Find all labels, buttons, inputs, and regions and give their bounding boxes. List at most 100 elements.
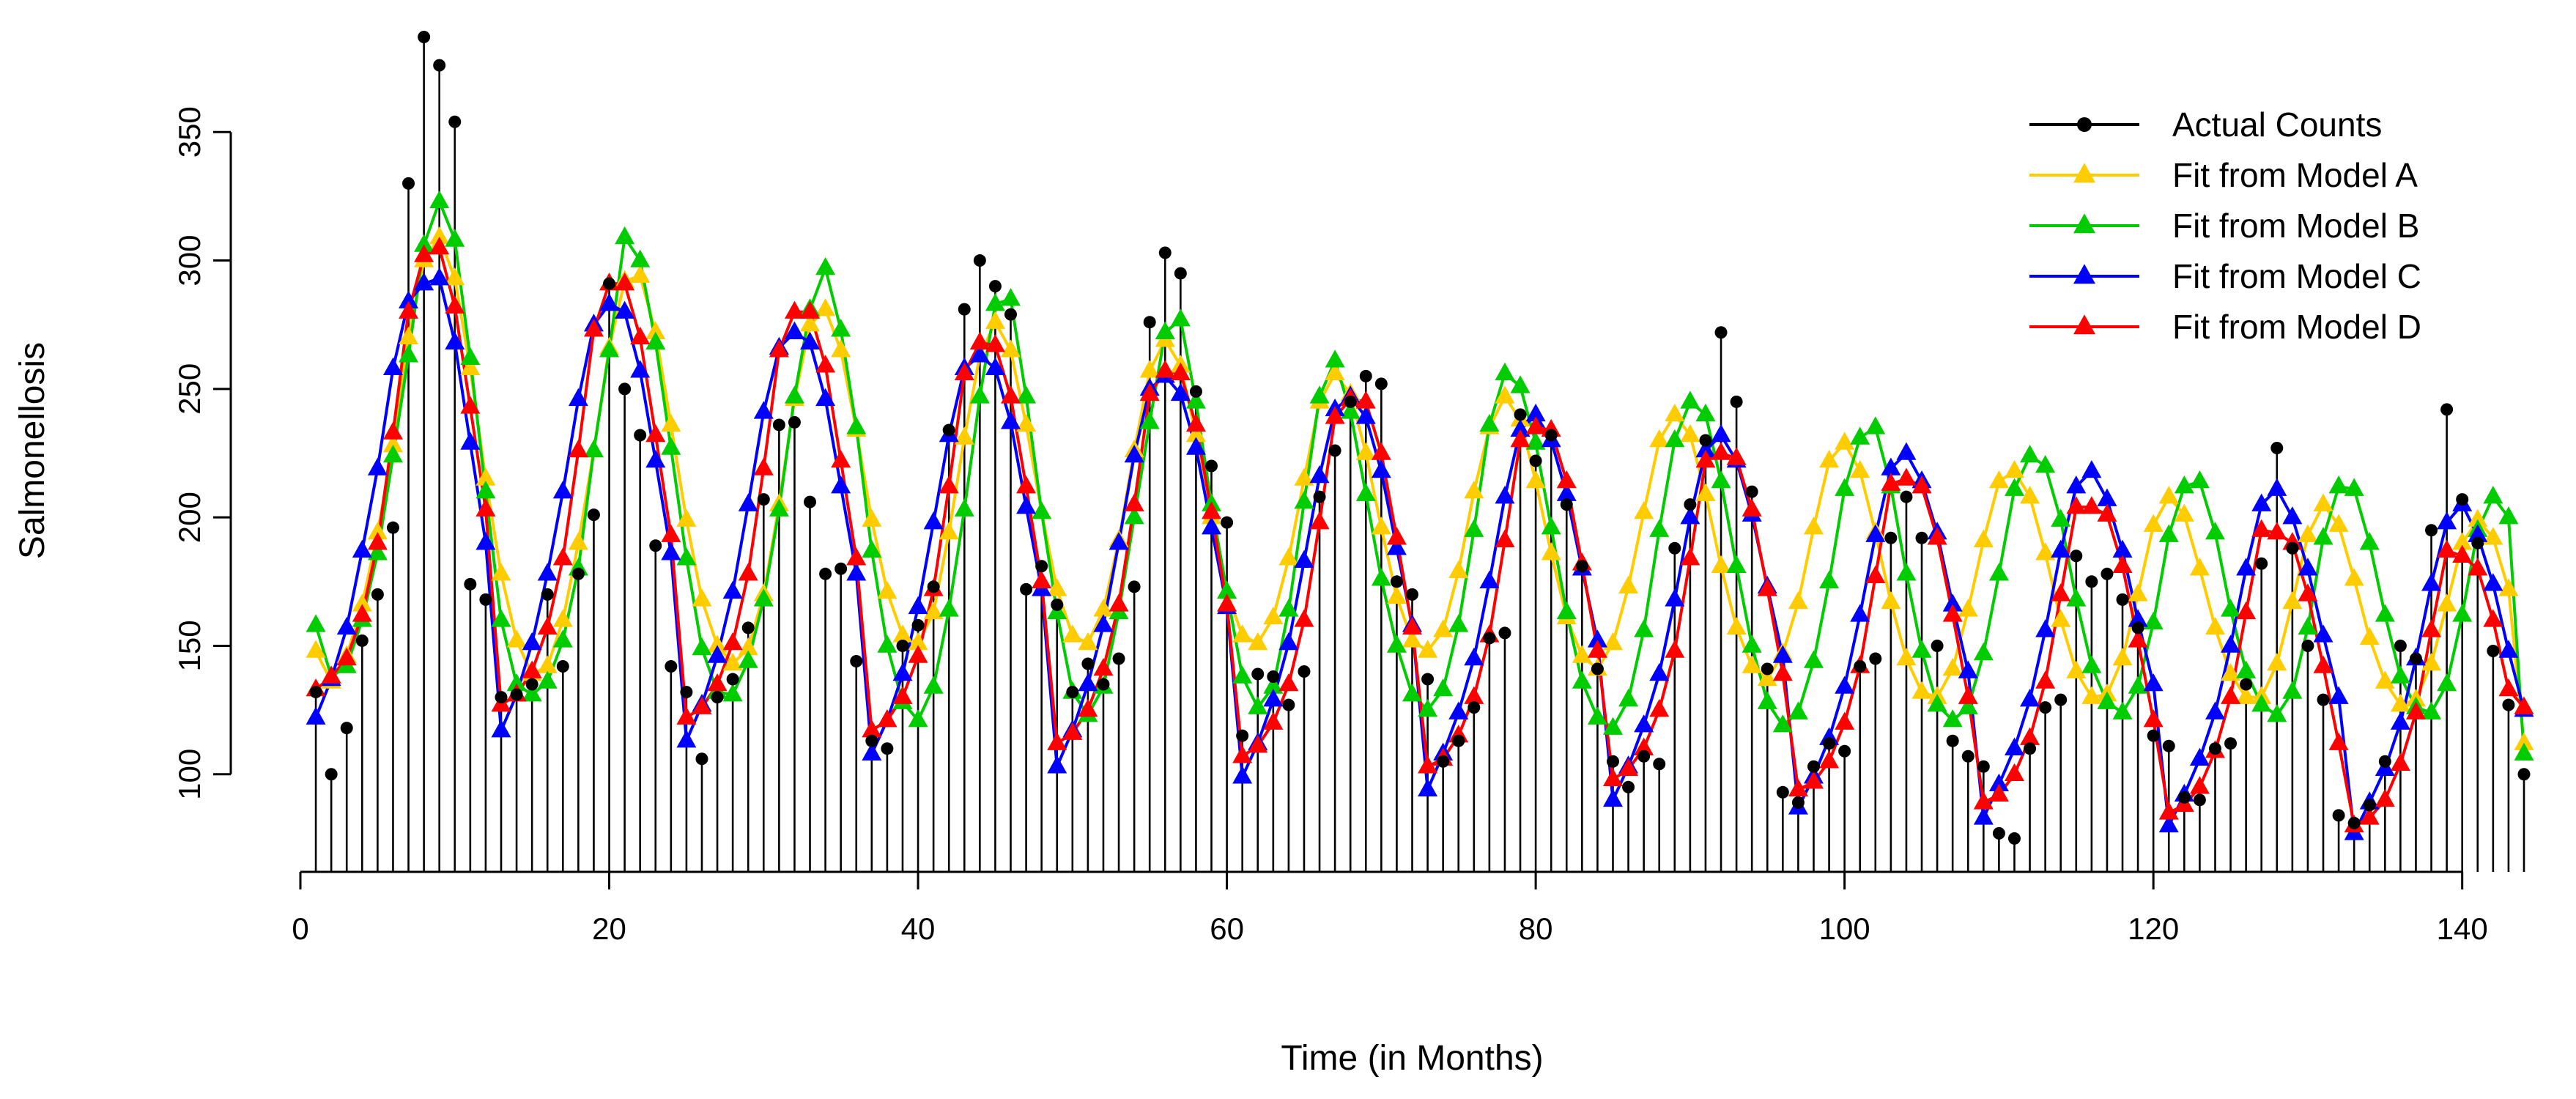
fit-point [985,334,1005,352]
fit-point [846,563,867,581]
actual-count-point [881,742,894,755]
fit-point [1587,629,1607,648]
fit-point [1525,403,1546,422]
fit-point [2112,555,2133,574]
actual-count-point [772,418,785,432]
fit-point [382,444,403,463]
actual-count-point [2409,652,2422,665]
fit-point [1634,737,1654,755]
fit-point [2421,652,2442,671]
fit-point [815,355,836,373]
fit-point [1772,714,1793,733]
actual-count-point [479,593,492,606]
actual-count-point [958,303,971,316]
fit-point [1695,449,1716,468]
fit-point [1742,655,1762,673]
fit-point [1248,632,1268,651]
actual-count-point [1884,531,1898,544]
fit-point [1325,362,1345,381]
fit-point [1896,467,1917,486]
actual-count-point [1158,246,1172,259]
fit-point [414,244,434,262]
fit-point [1587,706,1607,725]
fit-point [1742,498,1762,517]
fit-point [2390,711,2410,730]
fit-point [1634,619,1654,637]
fit-point [1418,755,1438,774]
fit-point [1047,578,1067,596]
fit-point [2298,524,2318,542]
fit-point [2468,524,2488,542]
fit-point [2267,478,2287,496]
fit-point [460,347,481,366]
fit-point [2421,573,2442,591]
fit-point [552,609,573,627]
fit-point [1988,783,2009,802]
fit-point [2004,737,2024,755]
fit-point [2112,701,2133,719]
fit-point [753,401,774,419]
actual-count-point [1066,686,1079,699]
fit-point [1263,676,1284,694]
actual-count-point [1081,657,1095,670]
fit-point [692,637,712,656]
fit-point [2405,701,2426,719]
fit-point [2498,578,2519,596]
fit-point [2128,629,2148,648]
fit-point [2437,539,2457,558]
fit-point [2035,454,2056,473]
actual-count-point [927,580,940,593]
fit-point [753,588,774,607]
actual-count-point [1020,582,1033,596]
fit-point [2189,747,2210,766]
fit-point [306,614,326,632]
actual-count-point [2347,816,2361,829]
fit-point [2375,604,2395,622]
fit-point [1835,478,1855,496]
x-tick-label: 120 [2128,911,2179,946]
fit-point [1078,673,1098,692]
fit-point [1248,696,1268,714]
fit-point [1556,483,1577,501]
fit-point [2251,493,2272,511]
fit-point [1355,391,1376,409]
fit-point [985,357,1005,376]
fit-point [2066,476,2087,494]
fit-point [1232,665,1253,684]
fit-point [676,547,697,566]
fit-point [1124,493,1144,511]
model-fit-lines [314,199,2525,835]
fit-point [1170,308,1191,327]
fit-point [2174,503,2194,522]
actual-count-point [1915,531,1928,544]
fit-point [2359,807,2380,825]
fit-point [707,645,728,663]
fit-point [784,385,804,404]
fit-point [2020,689,2040,707]
fit-point [1217,593,1237,612]
actual-count-point [571,567,585,580]
fit-point [2452,604,2473,622]
fit-point [1726,447,1747,465]
fit-point [2359,532,2380,550]
fit-point [1618,758,1639,776]
legend-label: Fit from Model A [2172,156,2418,194]
fit-point [1202,501,1222,519]
fit-point [1881,473,1901,491]
actual-count-point [1791,796,1805,809]
fit-point [831,476,851,494]
fit-point [1185,391,1206,409]
fit-point [367,542,388,560]
fit-point [985,293,1005,311]
fit-point [707,673,728,692]
fit-point [985,311,1005,329]
fit-point [1185,413,1206,432]
fit-point [552,547,573,566]
fit-point [1495,385,1515,404]
fit-point [1294,467,1314,486]
fit-point [2143,709,2164,728]
actual-count-point [1313,490,1326,503]
fit-point [1355,483,1376,501]
fit-point [831,339,851,358]
fit-point [969,385,990,404]
